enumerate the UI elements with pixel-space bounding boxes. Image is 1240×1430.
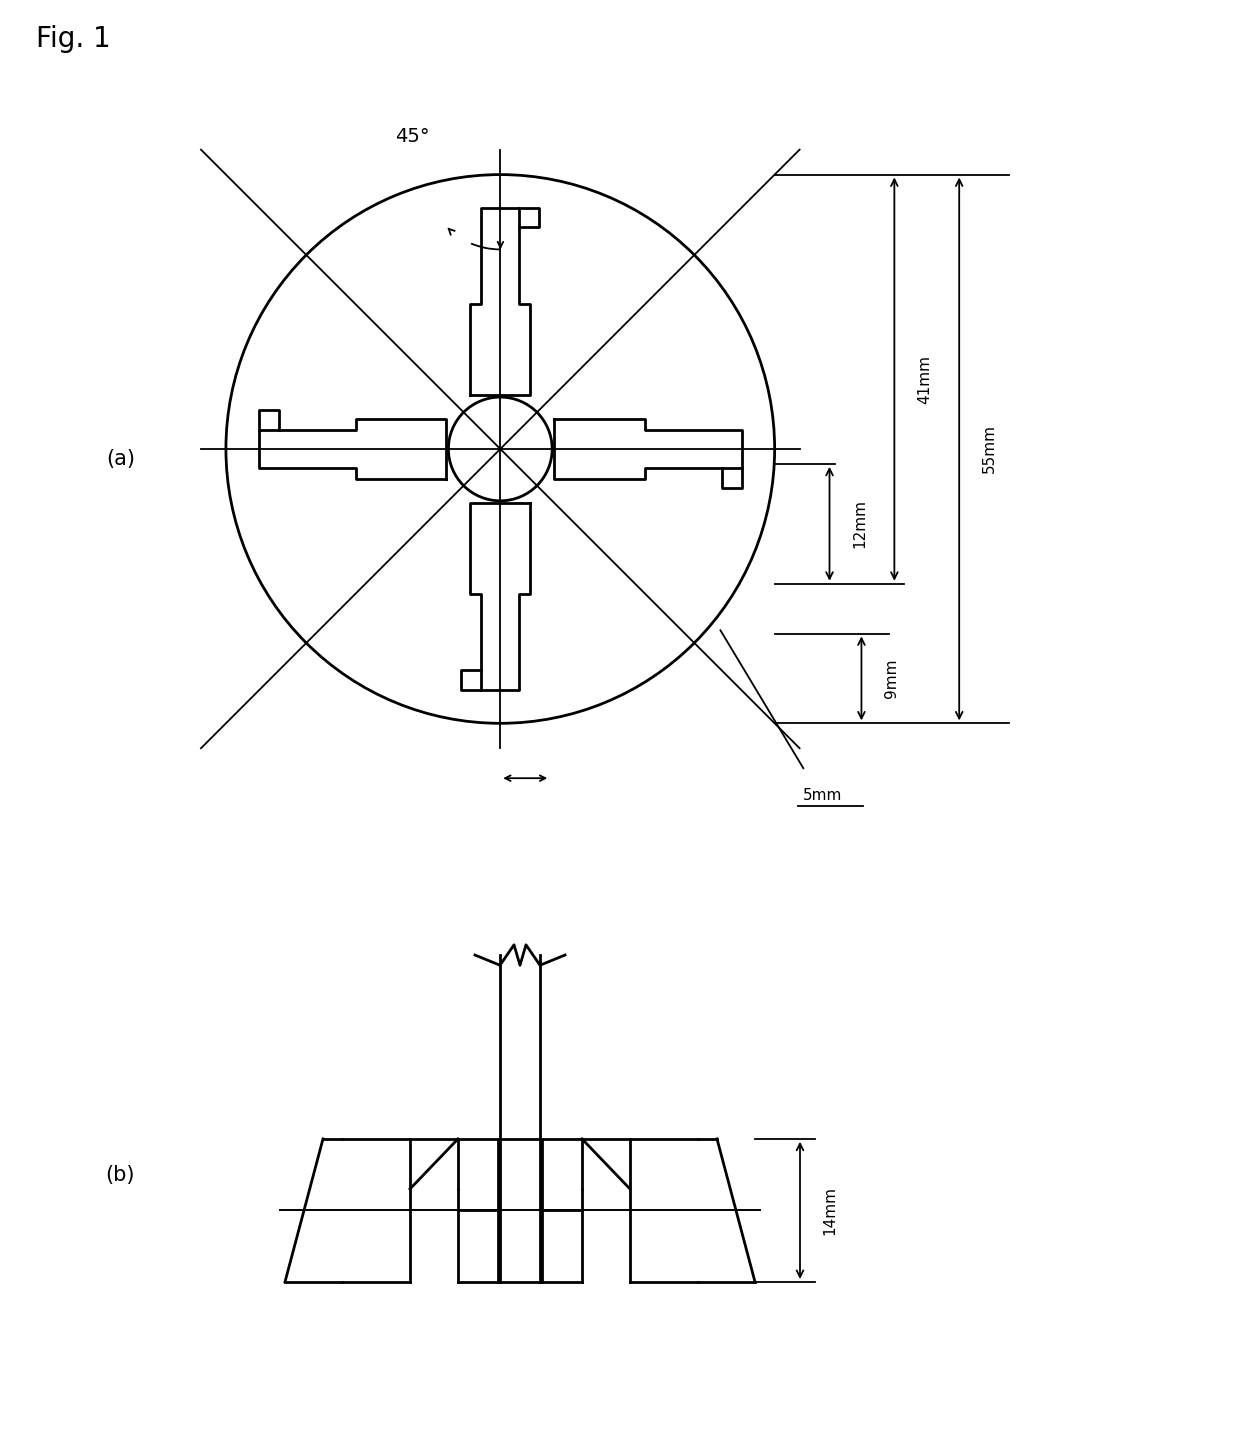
Text: Fig. 1: Fig. 1 [36,24,112,53]
Text: 45°: 45° [396,127,430,146]
Text: 9mm: 9mm [884,659,899,698]
Text: 55mm: 55mm [982,425,997,473]
Text: 5mm: 5mm [804,788,843,804]
Text: 41mm: 41mm [916,355,931,403]
Text: 14mm: 14mm [822,1185,837,1236]
Text: 12mm: 12mm [852,499,867,548]
Text: (a): (a) [107,449,135,469]
Text: (b): (b) [105,1164,135,1184]
